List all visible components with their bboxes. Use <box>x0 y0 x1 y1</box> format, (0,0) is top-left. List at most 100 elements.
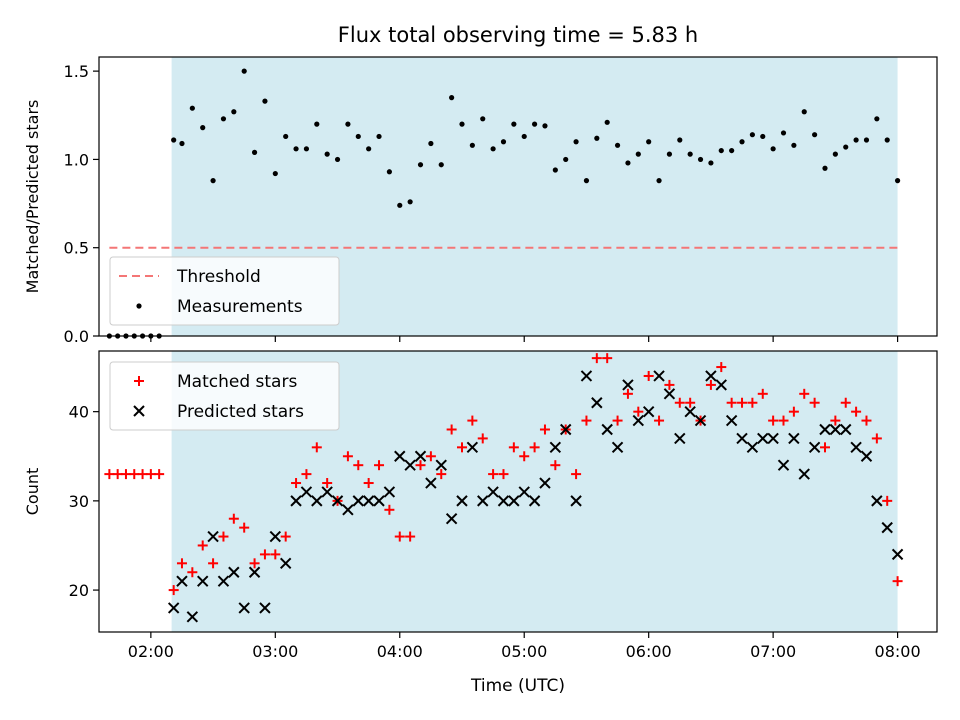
measurement-point <box>231 109 237 115</box>
predicted-stars-point <box>176 575 188 587</box>
matched-stars-point <box>654 415 665 426</box>
predicted-stars-point <box>435 459 447 471</box>
ratio-panel: 0.0 0.5 1.0 1.5 Matched/Predicted stars Thres… <box>23 56 938 346</box>
predicted-stars-point <box>197 575 209 587</box>
matched-stars-point <box>550 460 561 471</box>
predicted-stars-point <box>508 495 520 507</box>
predicted-stars-point <box>591 397 603 409</box>
measurement-point <box>801 109 807 115</box>
predicted-stars-point <box>871 495 883 507</box>
measurement-point <box>739 139 745 145</box>
predicted-stars-point <box>311 495 323 507</box>
matched-stars-point <box>467 415 478 426</box>
measurement-point <box>314 121 320 127</box>
matched-stars-point <box>197 540 208 551</box>
legend-label: Threshold <box>176 267 261 287</box>
measurement-point <box>635 151 641 157</box>
predicted-stars-point <box>269 530 282 543</box>
y-tick-label: 0.5 <box>64 239 89 258</box>
measurement-point <box>573 139 579 145</box>
count-panel: 20 30 40 Count 02:00 03:00 04:00 05:00 06:00 07:0… <box>23 350 938 661</box>
matched-stars-point <box>737 397 748 408</box>
predicted-stars-point <box>819 423 831 436</box>
matched-stars-point <box>168 585 179 596</box>
matched-stars-point <box>768 415 779 426</box>
measurement-point <box>407 199 413 205</box>
predicted-stars-point <box>560 423 572 436</box>
legend-matched-swatch <box>134 376 144 386</box>
predicted-stars-point <box>642 405 655 418</box>
matched-stars-point <box>519 451 530 462</box>
measurement-point <box>884 137 890 143</box>
predicted-stars-point <box>674 432 686 445</box>
matched-stars-point <box>394 531 405 542</box>
matched-stars-point <box>415 460 426 471</box>
measurement-point <box>729 147 735 154</box>
measurement-point <box>697 156 704 163</box>
matched-stars-point <box>581 415 592 426</box>
matched-stars-point <box>270 549 281 560</box>
predicted-stars-point <box>259 602 271 614</box>
y-tick-label: 0.0 <box>64 327 89 346</box>
measurement-point <box>283 133 289 140</box>
measurement-point <box>334 156 341 163</box>
measurement-point <box>863 137 870 143</box>
predicted-stars-point <box>663 388 676 400</box>
measurement-point <box>646 139 652 145</box>
matched-stars-point <box>208 558 219 569</box>
predicted-stars-point <box>321 486 333 498</box>
measurement-point <box>376 133 382 140</box>
predicted-stars-point <box>352 495 364 507</box>
matched-stars-point <box>446 424 457 435</box>
measurement-point <box>324 151 330 157</box>
matched-stars-point <box>529 442 540 453</box>
predicted-stars-point <box>694 414 707 427</box>
y-tick-label: 1.0 <box>64 150 89 169</box>
matched-stars-point <box>259 549 270 560</box>
measurement-point <box>583 178 590 184</box>
matched-stars-point <box>705 379 716 390</box>
x-tick-label: 05:00 <box>501 642 547 661</box>
measurement-point <box>459 121 465 127</box>
measurement-point <box>812 132 818 138</box>
x-axis-label: Time (UTC) <box>470 676 565 696</box>
measurement-point <box>718 147 724 154</box>
matched-stars-point <box>612 415 623 426</box>
measurement-point <box>490 146 496 152</box>
predicted-stars-point <box>788 432 800 445</box>
matched-stars-point <box>488 469 499 480</box>
matched-stars-point <box>747 397 758 408</box>
measurement-point <box>251 149 258 155</box>
predicted-stars-point <box>601 423 613 436</box>
predicted-stars-point <box>248 566 261 578</box>
matched-stars-point <box>622 388 633 399</box>
matched-stars-point <box>498 469 509 480</box>
predicted-stars-point <box>167 602 180 614</box>
y-axis-label: Count <box>23 468 42 516</box>
matched-stars-point <box>218 531 229 542</box>
matched-stars-point <box>633 406 644 417</box>
legend-label: Predicted stars <box>177 402 304 422</box>
predicted-stars-point <box>891 548 904 561</box>
measurement-point <box>417 162 424 168</box>
measurement-point <box>179 140 185 147</box>
matched-stars-point <box>301 469 312 480</box>
matched-stars-point <box>228 513 239 524</box>
predicted-stars-point <box>238 602 250 614</box>
legend-label: Measurements <box>177 297 303 317</box>
matched-stars-point <box>477 433 488 444</box>
measurement-point <box>241 68 247 74</box>
predicted-stars-point <box>373 495 385 507</box>
matched-stars-point <box>436 469 447 480</box>
measurement-point <box>625 160 631 166</box>
matched-stars-point <box>830 415 841 426</box>
measurement-point <box>438 162 444 168</box>
legend: Matched stars Predicted stars <box>109 361 340 431</box>
matched-stars-point <box>571 469 582 480</box>
y-tick-label: 30 <box>69 492 89 511</box>
measurement-point <box>366 146 372 152</box>
predicted-stars-point <box>767 432 779 445</box>
matched-stars-point <box>685 397 696 408</box>
predicted-stars-point <box>290 495 302 507</box>
